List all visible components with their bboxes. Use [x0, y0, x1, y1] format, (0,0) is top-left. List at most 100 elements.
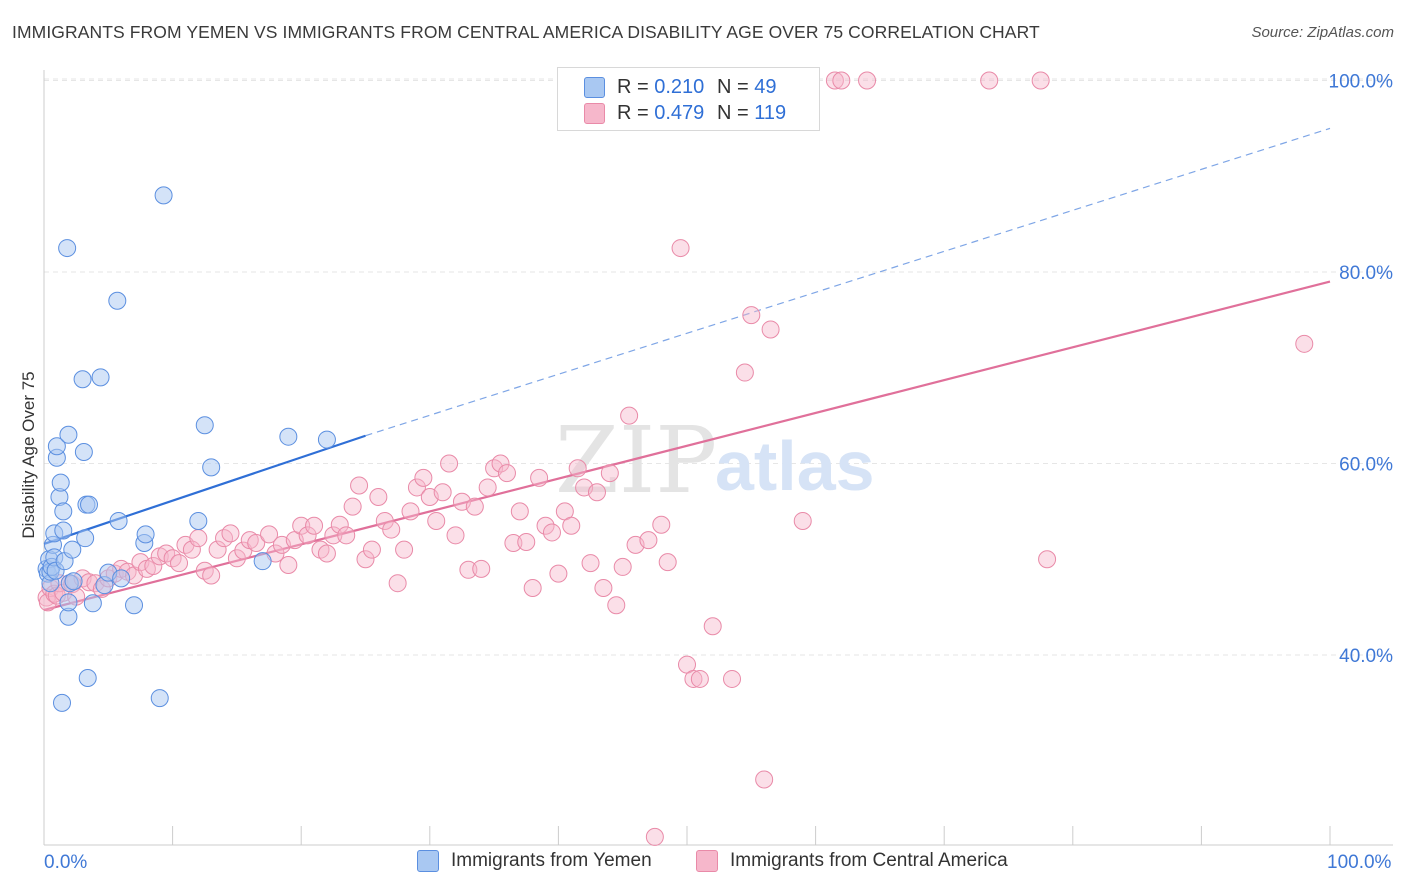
data-point-central: [645, 827, 664, 846]
data-point-yemen: [125, 596, 144, 615]
data-point-yemen: [78, 668, 97, 687]
data-point-yemen: [59, 425, 78, 444]
trend-line-yemen: [43, 434, 366, 545]
data-point-central: [260, 525, 279, 544]
data-point-central: [362, 540, 381, 559]
data-point-yemen: [83, 594, 102, 613]
legend-row-yemen: R = 0.210 N = 49: [584, 75, 777, 99]
data-point-central: [530, 468, 549, 487]
bottom-legend-label-central: Immigrants from Central America: [730, 850, 1008, 871]
data-point-central: [703, 617, 722, 636]
data-point-central: [562, 516, 581, 535]
data-point-yemen: [54, 521, 73, 540]
data-point-central: [858, 71, 877, 90]
data-point-central: [407, 478, 426, 497]
data-point-central: [227, 549, 246, 568]
data-point-central: [504, 533, 523, 552]
legend-n-value-yemen: 49: [754, 75, 777, 98]
data-point-central: [433, 483, 452, 502]
stats-legend: R = 0.210 N = 49 R = 0.479 N = 119: [557, 67, 820, 131]
data-point-central: [279, 555, 298, 574]
data-point-central: [465, 497, 484, 516]
data-point-central: [247, 533, 266, 552]
data-point-central: [369, 488, 388, 507]
legend-n-label: N =: [717, 75, 749, 98]
data-point-central: [182, 540, 201, 559]
y-tick-label: 40.0%: [1339, 646, 1393, 667]
data-point-yemen: [80, 495, 99, 514]
bottom-legend-central: Immigrants from Central America: [696, 850, 1008, 872]
data-point-central: [652, 515, 671, 534]
data-point-central: [395, 540, 414, 559]
data-point-central: [350, 476, 369, 495]
data-point-central: [549, 564, 568, 583]
data-point-yemen: [54, 502, 73, 521]
grid-lines: [44, 78, 1393, 656]
data-point-central: [594, 578, 613, 597]
data-point-central: [536, 516, 555, 535]
data-point-central: [298, 526, 317, 545]
data-point-central: [440, 454, 459, 473]
data-point-yemen: [189, 511, 208, 530]
data-point-yemen: [136, 525, 155, 544]
data-point-central: [401, 502, 420, 521]
data-point-central: [587, 483, 606, 502]
data-point-central: [427, 511, 446, 530]
bottom-legend-swatch-central: [696, 850, 718, 872]
data-point-central: [324, 526, 343, 545]
data-point-central: [671, 239, 690, 258]
y-tick-label: 100.0%: [1329, 72, 1394, 93]
bottom-legend-swatch-yemen: [417, 850, 439, 872]
legend-r-value-central: 0.479: [654, 101, 705, 124]
data-point-central: [639, 531, 658, 550]
data-point-central: [690, 669, 709, 688]
data-point-central: [459, 560, 478, 579]
data-point-yemen: [108, 291, 127, 310]
data-point-central: [658, 553, 677, 572]
data-point-central: [170, 554, 189, 573]
data-point-yemen: [74, 443, 93, 462]
data-point-central: [491, 454, 510, 473]
data-point-central: [189, 529, 208, 548]
data-point-central: [542, 523, 561, 542]
data-point-central: [497, 464, 516, 483]
data-point-central: [356, 550, 375, 569]
data-points: [37, 71, 1314, 846]
data-point-central: [735, 363, 754, 382]
data-point-central: [742, 306, 761, 325]
data-point-central: [825, 71, 844, 90]
data-point-central: [1038, 550, 1057, 569]
data-point-central: [613, 557, 632, 576]
data-point-central: [337, 526, 356, 545]
trend-line-yemen-extension: [365, 127, 1331, 437]
data-point-central: [202, 566, 221, 585]
data-point-central: [761, 320, 780, 339]
data-point-yemen: [112, 569, 131, 588]
data-point-central: [1295, 334, 1314, 353]
y-tick-labels: 40.0% 60.0% 80.0% 100.0%: [1329, 72, 1394, 668]
data-point-central: [684, 669, 703, 688]
source-credit: Source: ZipAtlas.com: [1251, 24, 1394, 41]
legend-r-value-yemen: 0.210: [654, 75, 705, 98]
data-point-yemen: [109, 511, 128, 530]
legend-r-label: R =: [617, 101, 649, 124]
chart-title: IMMIGRANTS FROM YEMEN VS IMMIGRANTS FROM…: [12, 22, 1040, 42]
data-point-central: [446, 526, 465, 545]
data-point-yemen: [91, 368, 110, 387]
data-point-yemen: [63, 540, 82, 559]
data-point-yemen: [58, 239, 77, 258]
data-point-central: [568, 459, 587, 478]
data-point-central: [980, 71, 999, 90]
data-point-central: [523, 578, 542, 597]
data-point-yemen: [202, 458, 221, 477]
legend-n-value-central: 119: [754, 101, 787, 124]
data-point-central: [221, 524, 240, 543]
data-point-central: [793, 511, 812, 530]
bottom-legend-yemen: Immigrants from Yemen: [417, 850, 652, 872]
data-point-yemen: [279, 427, 298, 446]
data-point-yemen: [47, 437, 66, 456]
data-point-central: [832, 71, 851, 90]
bottom-legend-label-yemen: Immigrants from Yemen: [451, 850, 652, 871]
legend-row-central: R = 0.479 N = 119: [584, 101, 786, 125]
data-point-central: [343, 497, 362, 516]
